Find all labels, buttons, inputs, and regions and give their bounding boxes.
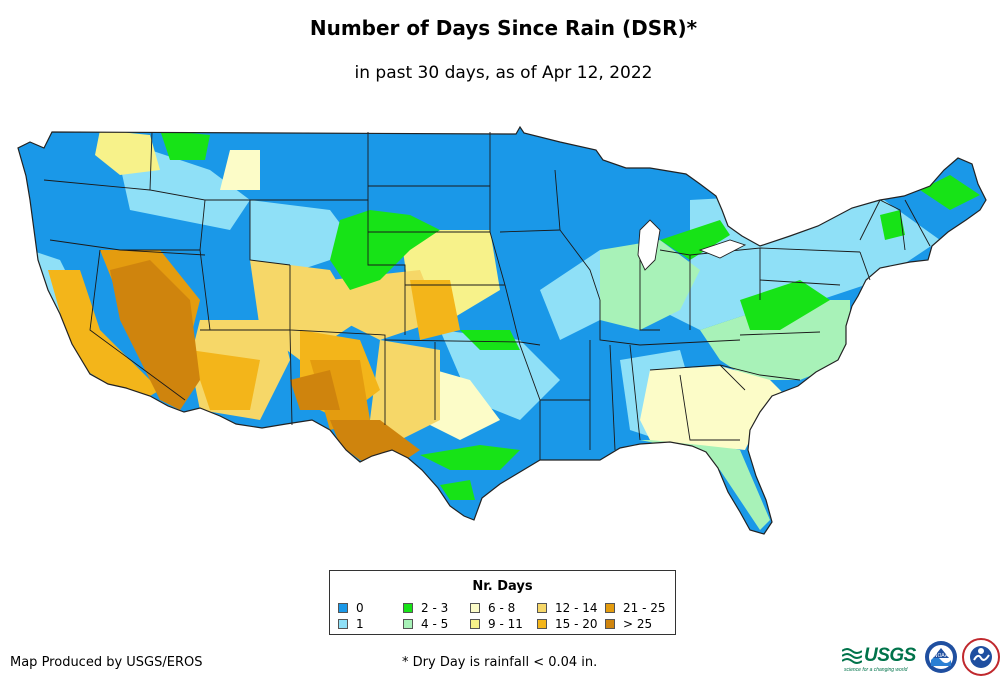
usgs-tagline: science for a changing world xyxy=(844,667,908,673)
legend-swatch xyxy=(537,619,547,629)
legend-item-9: > 25 xyxy=(605,617,652,631)
legend-swatch xyxy=(537,603,547,613)
legend-swatch xyxy=(470,619,480,629)
legend-item-0: 0 xyxy=(338,601,364,615)
noaa-logo-icon: NOAA xyxy=(925,641,957,673)
legend-item-8: 21 - 25 xyxy=(605,601,666,615)
legend-swatch xyxy=(403,619,413,629)
legend-item-7: 15 - 20 xyxy=(537,617,598,631)
usgs-text: USGS xyxy=(864,645,916,666)
footnote-text: * Dry Day is rainfall < 0.04 in. xyxy=(402,655,598,670)
legend-swatch xyxy=(470,603,480,613)
usgs-logo: USGS xyxy=(842,644,918,668)
legend-title: Nr. Days xyxy=(472,579,533,594)
credit-text: Map Produced by USGS/EROS xyxy=(10,655,203,670)
map-title: Number of Days Since Rain (DSR)* xyxy=(309,16,698,40)
legend-swatch xyxy=(338,603,348,613)
legend-swatch xyxy=(403,603,413,613)
legend-item-5: 9 - 11 xyxy=(470,617,523,631)
legend-item-3: 4 - 5 xyxy=(403,617,448,631)
legend-item-2: 2 - 3 xyxy=(403,601,448,615)
legend-item-1: 1 xyxy=(338,617,364,631)
legend-item-6: 12 - 14 xyxy=(537,601,598,615)
legend-swatch xyxy=(605,619,615,629)
legend-item-4: 6 - 8 xyxy=(470,601,515,615)
lake-erie xyxy=(698,239,747,259)
legend: Nr. Days 0 1 2 - 3 4 - 5 6 - 8 9 - 11 12… xyxy=(329,570,676,635)
legend-swatch xyxy=(605,603,615,613)
logos: USGS science for a changing world NOAA xyxy=(842,638,1002,678)
lake-michigan xyxy=(637,219,661,271)
map-subtitle: in past 30 days, as of Apr 12, 2022 xyxy=(354,63,653,83)
svg-text:NOAA: NOAA xyxy=(934,653,949,659)
usgs-wave-icon xyxy=(842,648,862,664)
nws-logo-icon xyxy=(962,638,1000,676)
legend-swatch xyxy=(338,619,348,629)
